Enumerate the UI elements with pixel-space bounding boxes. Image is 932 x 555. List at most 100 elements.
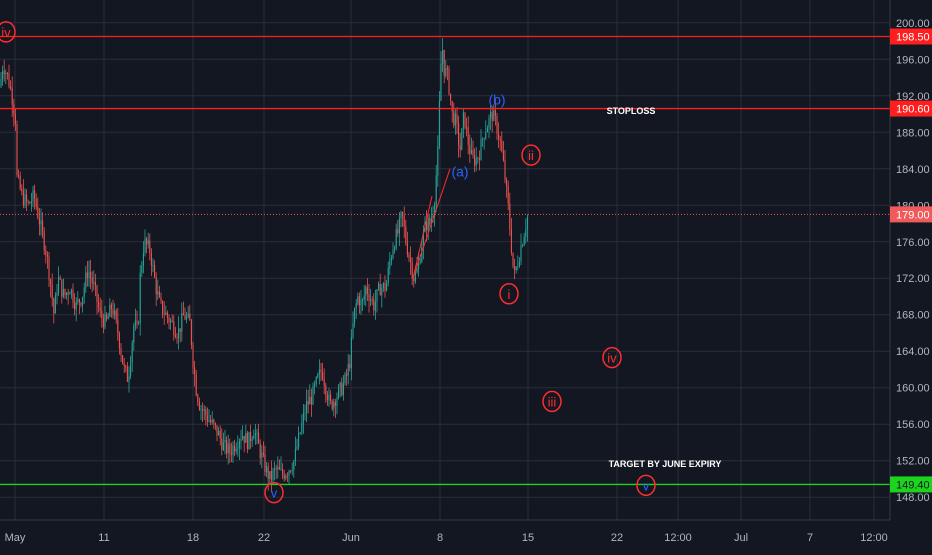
wave-label-text: ii xyxy=(528,148,534,163)
wave-label-circle xyxy=(602,346,622,369)
candle-body xyxy=(85,272,87,288)
candle-body xyxy=(64,289,66,296)
candle-body xyxy=(411,262,413,279)
candle-body xyxy=(37,206,39,218)
candle-body xyxy=(512,252,514,267)
candle-body xyxy=(214,423,216,426)
price-levels xyxy=(0,35,890,486)
candle-body xyxy=(72,289,74,303)
candle-body xyxy=(173,321,175,335)
candle-body xyxy=(24,194,26,206)
candle-body xyxy=(346,373,348,376)
candle-body xyxy=(374,301,376,311)
candle-body xyxy=(18,175,20,176)
candle-body xyxy=(142,252,144,266)
candle-body xyxy=(141,265,143,273)
candle-body xyxy=(86,272,88,279)
wave-label: i xyxy=(499,283,519,305)
y-tick-label: 152.00 xyxy=(896,456,930,468)
candle-body xyxy=(26,194,28,202)
candle-body xyxy=(34,190,36,199)
candle-body xyxy=(490,112,492,118)
candle-body xyxy=(134,320,136,326)
candle-body xyxy=(478,157,480,160)
candle-body xyxy=(451,101,453,112)
candle-body xyxy=(6,72,8,74)
x-tick-label: 15 xyxy=(522,532,534,544)
candle-body xyxy=(238,441,240,448)
candle-body xyxy=(331,400,333,409)
candle-body xyxy=(82,296,84,305)
candle-body xyxy=(395,229,397,249)
candle-body xyxy=(146,238,148,245)
candle-body xyxy=(195,374,197,396)
candle-body xyxy=(262,452,264,455)
candle-body xyxy=(230,452,232,455)
candle-body xyxy=(280,468,282,470)
candle-body xyxy=(91,277,93,284)
candle-body xyxy=(203,409,205,411)
price-axis[interactable]: 148.00 152.00 156.00 160.00 164.00 168.00 172.… xyxy=(896,18,930,504)
candle-body xyxy=(266,466,268,473)
level-badge-label: 198.50 xyxy=(896,31,930,43)
candle-body xyxy=(90,272,92,278)
wave-label-text: iii xyxy=(548,394,557,409)
candle-body xyxy=(258,432,260,444)
candle-body xyxy=(80,302,82,305)
candle-body xyxy=(186,316,188,320)
candle-body xyxy=(306,400,308,413)
candle-body xyxy=(43,231,45,251)
candle-body xyxy=(22,190,24,206)
candle-body xyxy=(30,201,32,204)
candle-body xyxy=(427,218,429,231)
candle-body xyxy=(211,419,213,423)
candle-body xyxy=(453,111,455,126)
candle-body xyxy=(150,253,152,266)
candle-body xyxy=(510,229,512,253)
candle-body xyxy=(432,215,434,219)
candle-body xyxy=(237,447,239,449)
candle-body xyxy=(352,323,354,338)
candle-body xyxy=(458,123,460,146)
candle-body xyxy=(371,299,373,301)
candle-body xyxy=(491,112,493,121)
candle-body xyxy=(182,313,184,316)
candle-body xyxy=(248,431,250,450)
candle-body xyxy=(163,313,165,315)
candle-body xyxy=(69,293,71,295)
candle-body xyxy=(149,240,151,254)
y-tick-label: 196.00 xyxy=(896,54,930,66)
candle-body xyxy=(438,100,440,147)
candle-body xyxy=(368,293,370,301)
candle-body xyxy=(402,212,404,216)
candle-body xyxy=(394,248,396,251)
current-price-label: 179.00 xyxy=(896,209,930,221)
candle-body xyxy=(165,312,167,315)
candle-body xyxy=(456,113,458,124)
candle-body xyxy=(486,127,488,133)
candle-body xyxy=(261,452,263,459)
candle-body xyxy=(298,432,300,447)
candle-body xyxy=(133,325,135,343)
candle-body xyxy=(504,160,506,180)
wave-label: iii xyxy=(542,390,562,413)
candle-body xyxy=(187,313,189,317)
wave-label-circle xyxy=(542,390,562,413)
candle-body xyxy=(443,49,445,76)
candle-body xyxy=(155,277,157,295)
wave-label-circle xyxy=(521,144,541,166)
y-tick-label: 172.00 xyxy=(896,273,930,285)
candle-body xyxy=(379,283,381,296)
time-axis[interactable]: May 11 18 22 Jun 8 15 22 12:00 Jul 7 12:00 xyxy=(5,532,888,544)
candle-body xyxy=(304,412,306,414)
candle-body xyxy=(467,127,469,145)
candle-body xyxy=(517,266,519,267)
candle-body xyxy=(360,299,362,306)
candle-body xyxy=(437,146,439,176)
candle-body xyxy=(128,375,130,382)
candle-body xyxy=(466,127,468,129)
candle-body xyxy=(475,158,477,166)
candle-body xyxy=(70,289,72,294)
